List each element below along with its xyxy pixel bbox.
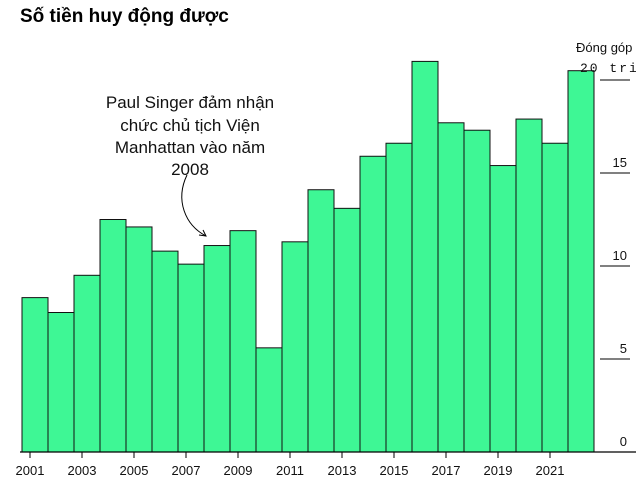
bar-2018 xyxy=(463,129,491,453)
annotation-arrow xyxy=(181,174,207,237)
bar-2008 xyxy=(203,245,231,453)
bar-2004 xyxy=(99,219,127,453)
chart-title: Số tiền huy động được xyxy=(20,6,229,27)
bar-2002 xyxy=(47,312,75,453)
bar-2019 xyxy=(489,165,517,453)
x-tick-label-2013: 2013 xyxy=(328,463,357,478)
bar-2006 xyxy=(151,250,179,453)
x-tick-label-2015: 2015 xyxy=(380,463,409,478)
bar-2012 xyxy=(307,189,335,453)
bar-2003 xyxy=(73,274,101,453)
bar-2021 xyxy=(541,142,569,453)
annotation-line-4: 2008 xyxy=(171,160,209,179)
annotation-line-2: chức chủ tịch Viện xyxy=(120,116,260,135)
bar-2010 xyxy=(255,347,283,453)
x-ticks: 2001 2003 2005 2007 2009 2011 2013 2015 2017 2019… xyxy=(16,452,565,478)
annotation-arrowhead xyxy=(198,229,207,237)
bar-2016 xyxy=(411,60,439,453)
x-tick-label-2009: 2009 xyxy=(224,463,253,478)
x-tick-label-2005: 2005 xyxy=(120,463,149,478)
x-tick-label-2007: 2007 xyxy=(172,463,201,478)
y-tick-label-5: 5 xyxy=(620,341,627,356)
bar-2020 xyxy=(515,118,543,453)
x-tick-label-2017: 2017 xyxy=(432,463,461,478)
bar-2007 xyxy=(177,263,205,453)
y-tick-label-10: 10 xyxy=(613,248,627,263)
annotation: Paul Singer đảm nhận chức chủ tịch Viện … xyxy=(106,93,274,237)
bar-2011 xyxy=(281,241,309,453)
x-tick-label-2019: 2019 xyxy=(484,463,513,478)
y-ticks: 0 5 10 15 xyxy=(600,155,630,449)
bar-2022 xyxy=(567,70,595,453)
x-tick-label-2003: 2003 xyxy=(68,463,97,478)
x-tick-label-2021: 2021 xyxy=(536,463,565,478)
bar-2017 xyxy=(437,122,465,453)
y-tick-label-0: 0 xyxy=(620,434,627,449)
annotation-line-1: Paul Singer đảm nhận xyxy=(106,93,274,112)
x-tick-label-2001: 2001 xyxy=(16,463,45,478)
y-tick-label-15: 15 xyxy=(613,155,627,170)
bar-2015 xyxy=(385,142,413,453)
bars-group xyxy=(21,60,595,453)
bar-2005 xyxy=(125,226,153,453)
y-axis-title: Đóng góp xyxy=(576,40,632,55)
x-tick-label-2011: 2011 xyxy=(276,463,304,478)
bar-2001 xyxy=(21,297,49,453)
bar-2014 xyxy=(359,155,387,453)
annotation-line-3: Manhattan vào năm xyxy=(115,138,265,157)
bar-2013 xyxy=(333,207,361,453)
y-tick-label-20: 20 triệu xyxy=(580,61,636,76)
bar-2009 xyxy=(229,230,257,453)
